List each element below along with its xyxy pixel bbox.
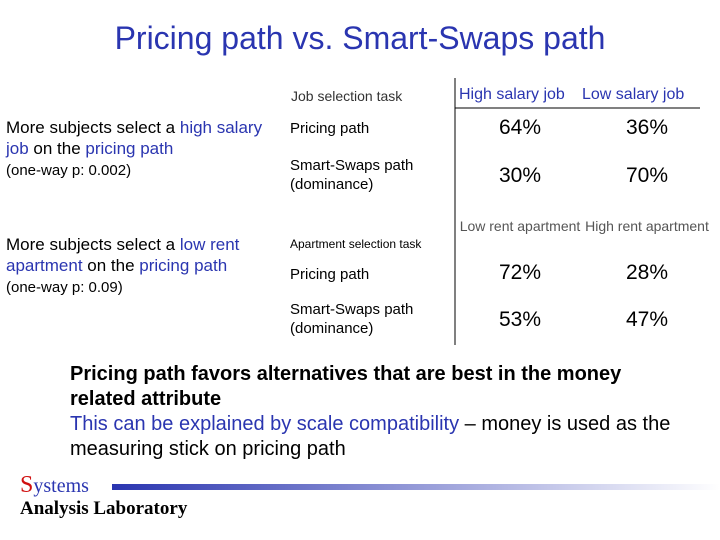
- table-header: High rent apartment: [585, 218, 709, 234]
- footer-bar: [112, 484, 720, 490]
- table-header: High salary job: [459, 86, 565, 103]
- cell: 28%: [625, 261, 669, 284]
- row-label: Pricing path: [290, 120, 370, 137]
- row-label: Smart-Swaps path (dominance): [290, 301, 414, 337]
- stat: (one-way p: 0.09): [6, 279, 123, 296]
- table-header: Low salary job: [582, 86, 685, 103]
- logo-subtitle: Analysis Laboratory: [20, 498, 188, 519]
- text: high salary job: [6, 118, 263, 158]
- cell: 72%: [498, 261, 542, 284]
- text: More subjects select a: [6, 118, 180, 137]
- cell: 36%: [625, 116, 669, 139]
- text: More subjects select a: [6, 235, 180, 254]
- text: – money is used as the measuring stick o…: [70, 413, 671, 460]
- cell: 53%: [498, 308, 542, 331]
- note: More subjects select a low rent apartmen…: [6, 234, 291, 298]
- text: This can be explained by scale compatibi…: [70, 413, 460, 435]
- note: More subjects select a high salary job o…: [6, 117, 276, 181]
- text: on the: [28, 139, 86, 158]
- conclusion: Pricing path favors alternatives that ar…: [70, 362, 680, 462]
- title: Pricing path vs. Smart-Swaps path: [114, 20, 606, 56]
- row-label: Smart-Swaps path (dominance): [290, 157, 414, 193]
- text: Pricing path favors alternatives that ar…: [70, 363, 622, 410]
- table-header: Low rent apartment: [459, 218, 581, 234]
- table-header: Apartment selection task: [290, 237, 422, 251]
- text: on the: [82, 256, 140, 275]
- cell: 30%: [498, 164, 542, 187]
- text: low rent apartment: [6, 235, 240, 275]
- table-header: Job selection task: [291, 88, 403, 104]
- cell: 70%: [625, 164, 669, 187]
- cell: 47%: [625, 308, 669, 331]
- stat: (one-way p: 0.002): [6, 162, 132, 179]
- row-label: Pricing path: [290, 266, 370, 283]
- text: pricing path: [85, 139, 174, 158]
- logo-initial: S: [20, 472, 34, 498]
- logo: Systems: [20, 472, 89, 499]
- logo-text: ystems: [33, 475, 89, 497]
- text: pricing path: [139, 256, 228, 275]
- cell: 64%: [498, 116, 542, 139]
